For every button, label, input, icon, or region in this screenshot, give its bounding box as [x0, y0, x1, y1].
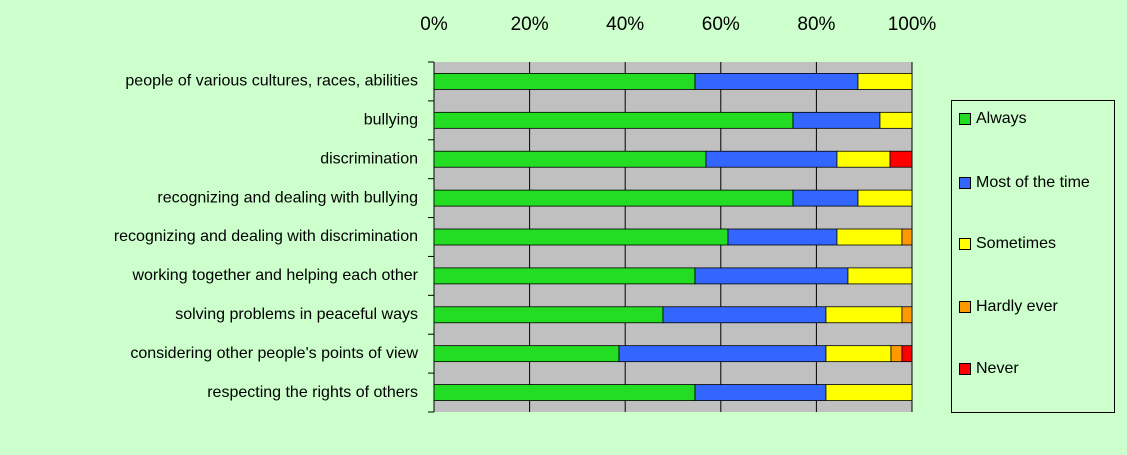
category-label: recognizing and dealing with discriminat…: [114, 228, 418, 245]
category-label: people of various cultures, races, abili…: [125, 73, 418, 90]
bar-segment: [857, 73, 913, 90]
category-label: solving problems in peaceful ways: [175, 306, 418, 323]
legend-swatch: [959, 113, 971, 125]
bar-segment: [433, 384, 696, 401]
bar-segment: [836, 228, 903, 246]
bar-segment: [662, 306, 827, 324]
category-label: discrimination: [320, 150, 418, 167]
bar-segment: [433, 345, 620, 363]
bar-segment: [825, 306, 903, 324]
bar-segment: [847, 267, 913, 285]
bar-segment: [694, 267, 849, 285]
bar-segment: [890, 345, 903, 363]
legend-item: Never: [959, 356, 1094, 381]
x-tick-label: 60%: [702, 14, 740, 35]
legend: Always Most of the time Sometimes Hardly ev…: [951, 100, 1115, 413]
bar-segment: [792, 111, 881, 129]
bar-segment: [433, 267, 696, 285]
bar-segment: [727, 228, 838, 246]
legend-swatch: [959, 177, 971, 189]
category-label: recognizing and dealing with bullying: [157, 189, 418, 206]
legend-item: Hardly ever: [959, 294, 1094, 319]
bar-segment: [792, 189, 859, 207]
legend-label: Never: [976, 360, 1019, 377]
legend-label: Hardly ever: [976, 298, 1058, 315]
legend-label: Always: [976, 110, 1027, 127]
x-tick-label: 80%: [797, 14, 835, 35]
bar-segment: [836, 150, 891, 168]
bar-segment: [433, 228, 729, 246]
x-tick-label: 40%: [606, 14, 644, 35]
bar-segment: [879, 111, 913, 129]
legend-item: Always: [959, 106, 1094, 131]
legend-item: Sometimes: [959, 231, 1094, 256]
category-label: respecting the rights of others: [207, 384, 418, 401]
bar-segment: [825, 384, 913, 401]
bar-segment: [433, 189, 794, 207]
bar-segment: [433, 306, 664, 324]
bar-segment: [433, 150, 707, 168]
legend-label: Most of the time: [976, 174, 1090, 191]
bar-segment: [901, 306, 913, 324]
bar-segment: [618, 345, 827, 363]
bar-segment: [694, 73, 859, 90]
x-tick-label: 100%: [888, 14, 937, 35]
legend-item: Most of the time: [959, 170, 1094, 195]
legend-swatch: [959, 238, 971, 250]
bar-segment: [889, 150, 913, 168]
bar-segment: [857, 189, 913, 207]
x-tick-label: 0%: [420, 14, 448, 35]
bar-segment: [705, 150, 838, 168]
category-label: bullying: [364, 112, 418, 129]
bar-segment: [433, 73, 696, 90]
bar-segment: [694, 384, 827, 401]
legend-label: Sometimes: [976, 235, 1057, 252]
category-label: working together and helping each other: [131, 267, 418, 284]
x-tick-label: 20%: [511, 14, 549, 35]
bar-segment: [901, 228, 913, 246]
bar-segment: [433, 111, 794, 129]
category-label: considering other people's points of vie…: [130, 345, 418, 362]
legend-swatch: [959, 363, 971, 375]
bar-segment: [825, 345, 892, 363]
bar-segment: [901, 345, 913, 363]
legend-swatch: [959, 301, 971, 313]
